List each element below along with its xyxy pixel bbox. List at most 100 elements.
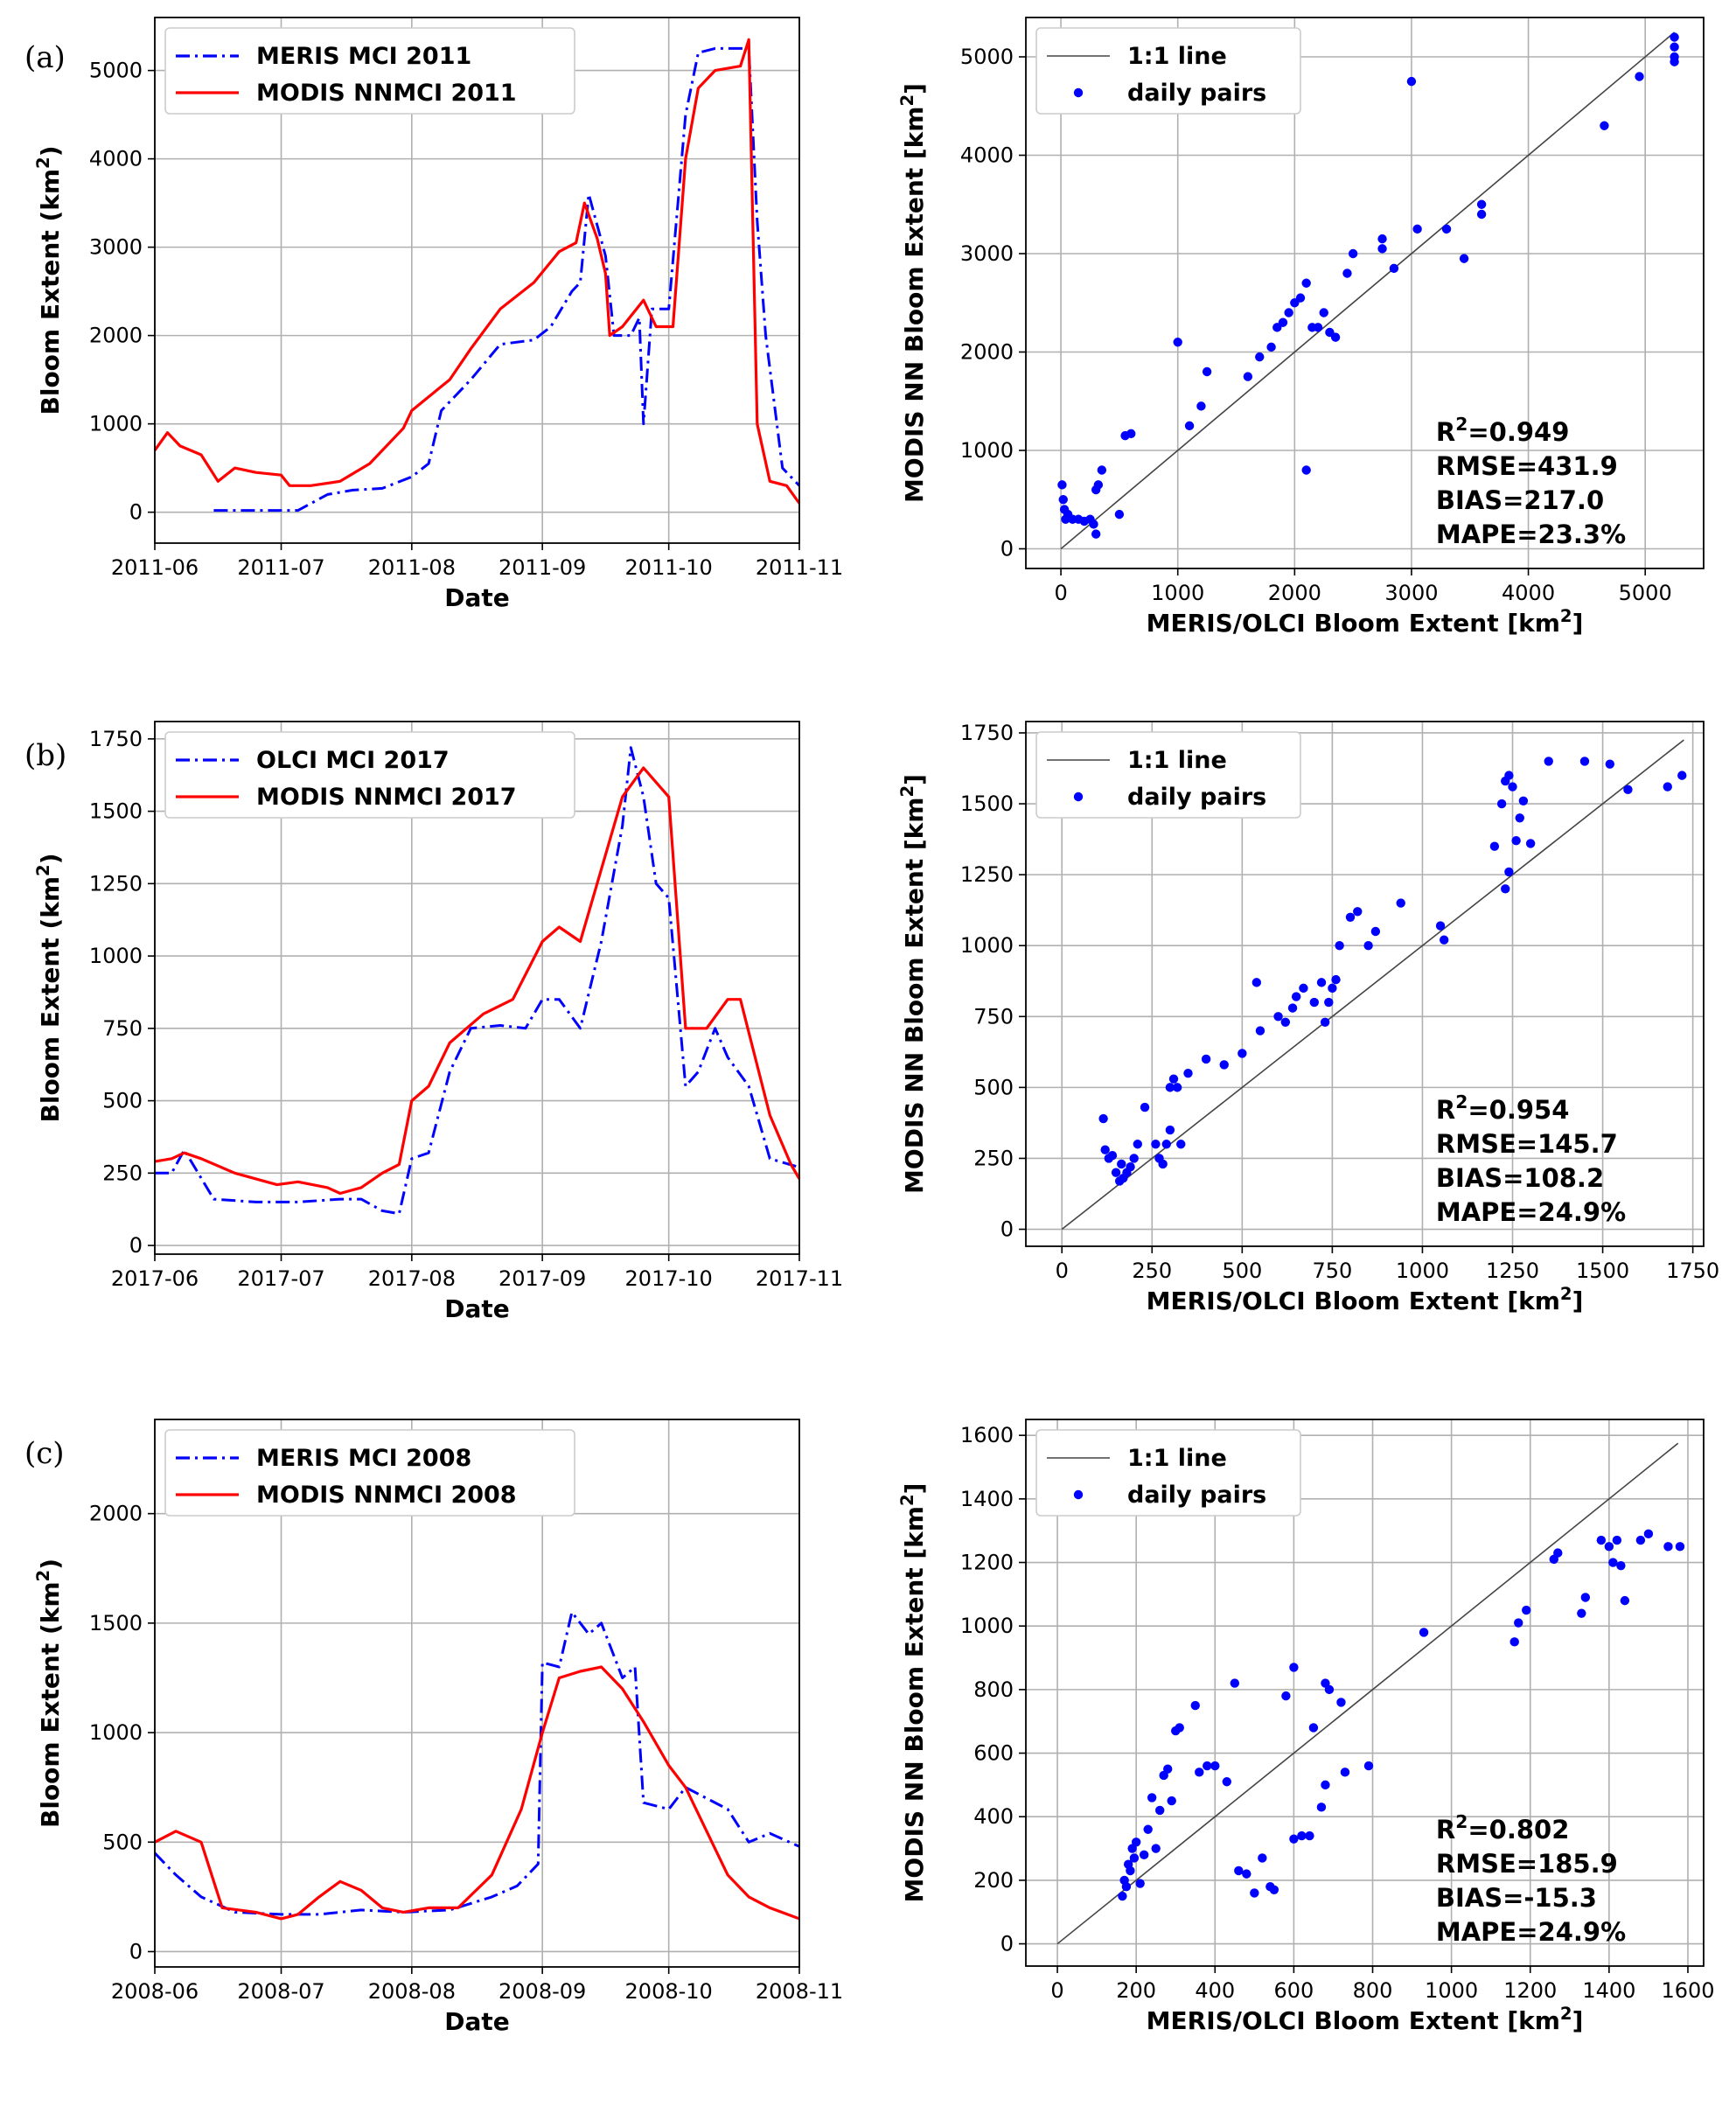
data-point: [1097, 465, 1107, 475]
x-tick-label: 5000: [1619, 581, 1672, 605]
x-tick-label: 2017-07: [237, 1266, 324, 1291]
data-point: [1348, 248, 1358, 259]
x-tick-label: 2008-06: [111, 1979, 199, 2004]
data-point: [1289, 1834, 1299, 1844]
data-point: [1319, 308, 1328, 317]
x-tick-label: 1000: [1151, 581, 1204, 605]
stats-line-2: BIAS=217.0: [1436, 485, 1604, 515]
data-point: [1100, 1145, 1110, 1154]
data-point: [1210, 1761, 1220, 1771]
y-tick-label: 0: [129, 500, 143, 525]
axes-frame: [154, 17, 800, 544]
data-point: [1154, 1805, 1165, 1816]
legend-box: [1035, 27, 1301, 115]
data-point: [1255, 352, 1265, 362]
chart-panel-1: 0 1000 2000 3000 4000 5000 0 1000 2000 3000 4000 50…: [897, 17, 1705, 638]
data-point: [1251, 978, 1262, 987]
data-point: [1504, 867, 1514, 877]
y-tick-label: 0: [129, 1939, 143, 1963]
y-tick-label: 400: [973, 1804, 1014, 1829]
x-tick-label: 2017-09: [498, 1266, 586, 1291]
data-point: [1255, 1026, 1265, 1036]
y-tick-label: 250: [973, 1146, 1014, 1170]
data-point: [1435, 921, 1446, 931]
data-point: [1476, 209, 1487, 220]
legend-label-1: MODIS NNMCI 2011: [256, 80, 517, 107]
x-tick-label: 1500: [1576, 1259, 1629, 1283]
y-tick-label: 1000: [89, 412, 143, 436]
data-point: [1114, 509, 1125, 520]
data-point: [1525, 839, 1536, 848]
data-point: [1476, 199, 1487, 209]
x-tick-label: 0: [1054, 581, 1067, 605]
x-tick-label: 2011-06: [111, 555, 199, 580]
data-point: [1167, 1796, 1176, 1806]
y-axis-label: Bloom Extent (km2): [33, 854, 66, 1123]
data-point: [1111, 1168, 1121, 1177]
y-axis-label: Bloom Extent (km2): [33, 146, 66, 415]
x-axis-label: Date: [444, 1294, 510, 1323]
data-point: [1238, 1049, 1247, 1058]
data-point: [1234, 1865, 1244, 1876]
y-tick-label: 1750: [89, 727, 143, 751]
data-point: [1176, 1140, 1186, 1149]
data-point: [1389, 263, 1399, 274]
x-tick-label: 0: [1056, 1259, 1069, 1283]
data-point: [1301, 278, 1311, 288]
x-axis-label: Date: [444, 2007, 510, 2036]
data-point: [1280, 1017, 1291, 1027]
data-point: [1342, 268, 1352, 278]
y-axis-label: MODIS NN Bloom Extent [km2]: [897, 774, 930, 1194]
y-tick-label: 250: [102, 1161, 143, 1185]
data-point: [1363, 941, 1373, 951]
data-point: [1324, 1684, 1335, 1695]
data-point: [1670, 57, 1679, 66]
data-point: [1126, 1161, 1135, 1172]
y-tick-label: 0: [129, 1233, 143, 1258]
data-point: [1600, 121, 1609, 130]
x-tick-label: 2008-11: [756, 1979, 843, 2004]
data-point: [1370, 926, 1381, 937]
legend-label-0: MERIS MCI 2008: [256, 1445, 471, 1472]
legend-box: [1035, 1429, 1301, 1517]
data-point: [1118, 1891, 1127, 1901]
data-point: [1058, 495, 1068, 505]
data-point: [1143, 1824, 1153, 1834]
y-tick-label: 5000: [89, 59, 143, 83]
legend-label-1: daily pairs: [1127, 1482, 1266, 1509]
y-tick-label: 3000: [960, 241, 1014, 266]
stats-line-1: RMSE=185.9: [1436, 1849, 1618, 1879]
stats-line-3: MAPE=24.9%: [1436, 1917, 1626, 1947]
x-tick-label: 2008-07: [237, 1979, 324, 2004]
y-tick-label: 1500: [89, 799, 143, 824]
chart-panel-4: 2008-06 2008-07 2008-08 2008-09 2008-10 2008-…: [33, 1419, 843, 2036]
legend-box: [164, 27, 575, 115]
data-point: [1196, 401, 1206, 411]
data-point: [1670, 42, 1679, 52]
y-tick-label: 1750: [960, 721, 1014, 745]
data-point: [1635, 72, 1644, 81]
data-point: [1316, 1803, 1327, 1812]
data-point: [1320, 1017, 1330, 1027]
legend-label-1: MODIS NNMCI 2008: [256, 1482, 517, 1509]
data-point: [1250, 1888, 1259, 1898]
y-tick-label: 5000: [960, 45, 1014, 69]
data-point: [1511, 836, 1521, 846]
y-tick-label: 500: [102, 1089, 143, 1113]
legend: MERIS MCI 2008 MODIS NNMCI 2008: [164, 1429, 575, 1517]
data-point: [1663, 1542, 1673, 1552]
data-point: [1580, 1593, 1591, 1602]
y-tick-label: 1000: [960, 933, 1014, 958]
stats-annotation: R2=0.949 RMSE=431.9 BIAS=217.0 MAPE=23.3%: [1436, 414, 1626, 549]
y-tick-label: 1000: [89, 944, 143, 968]
data-point: [1222, 1777, 1231, 1787]
data-point: [1151, 1140, 1161, 1149]
y-axis-label: MODIS NN Bloom Extent [km2]: [897, 1483, 930, 1903]
data-point: [1313, 323, 1323, 332]
y-tick-label: 1000: [960, 438, 1014, 463]
legend: 1:1 line daily pairs: [1035, 731, 1301, 819]
points-group: [1098, 757, 1687, 1186]
data-point: [1604, 1542, 1614, 1552]
y-tick-label: 750: [973, 1004, 1014, 1029]
y-tick-label: 1400: [960, 1487, 1014, 1511]
